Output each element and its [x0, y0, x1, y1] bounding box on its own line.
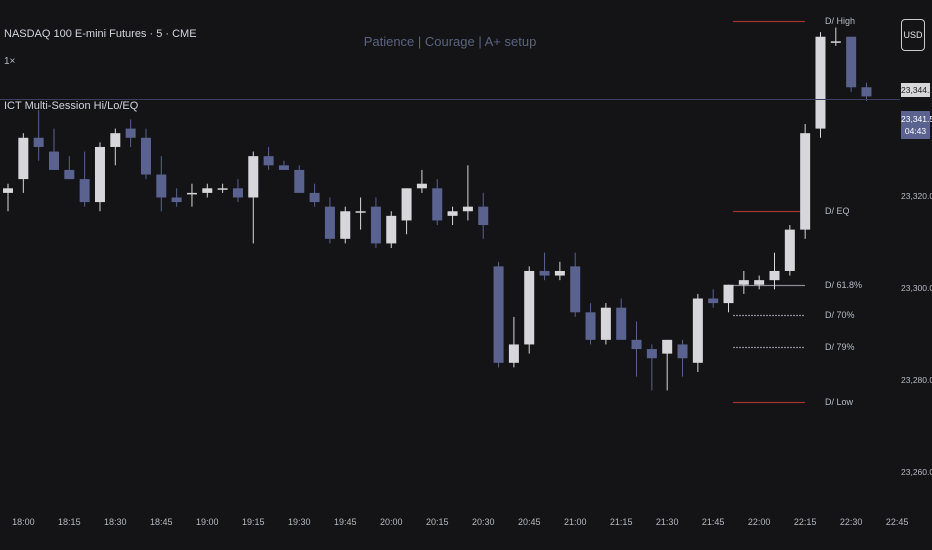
time-tick-label: 18:30 [104, 517, 127, 527]
bull-candle [830, 41, 841, 43]
time-tick-label: 19:30 [288, 517, 311, 527]
current-price-tag: 23,341.50 04:43 [901, 111, 932, 139]
bear-candle [33, 137, 44, 147]
time-tick-label: 21:45 [701, 517, 725, 527]
indicator-label[interactable]: ICT Multi-Session Hi/Lo/EQ [4, 100, 139, 112]
bear-candle [846, 36, 857, 88]
level-label: D/ 61.8% [825, 279, 863, 290]
current-price-value: 23,341.50 [901, 114, 932, 124]
bull-candle [202, 188, 213, 193]
bull-candle [18, 137, 29, 180]
bear-candle [79, 179, 90, 203]
bull-candle [110, 133, 121, 147]
time-tick-label: 18:45 [150, 517, 173, 527]
time-tick-label: 21:00 [563, 517, 587, 527]
watermark-text: Patience | Courage | A+ setup [363, 34, 537, 49]
bear-candle [631, 339, 642, 350]
chart-sub-label: 1× [4, 56, 16, 67]
bear-candle [64, 169, 75, 180]
time-tick-label: 20:30 [471, 517, 495, 527]
time-tick-label: 21:30 [655, 517, 679, 527]
bull-candle [600, 307, 611, 340]
bear-candle [48, 151, 59, 170]
bear-candle [570, 266, 581, 313]
bear-candle [646, 349, 657, 359]
price-tick-label: 23,280.00 [901, 375, 932, 386]
price-tick-label: 23,260.00 [901, 467, 932, 478]
bull-candle [355, 211, 366, 213]
level-label: D/ 70% [825, 309, 855, 320]
bear-candle [324, 206, 335, 239]
currency-button[interactable]: USD [901, 19, 925, 51]
bear-candle [156, 174, 167, 198]
time-tick-label: 18:00 [12, 517, 35, 527]
time-tick-label: 18:15 [58, 517, 81, 527]
bear-candle [294, 169, 305, 193]
bull-candle [754, 280, 765, 285]
candles [3, 27, 872, 391]
bull-candle [462, 206, 473, 212]
bull-candle [447, 211, 458, 216]
time-tick-label: 19:00 [196, 517, 219, 527]
time-tick-label: 22:30 [839, 517, 863, 527]
bear-candle [278, 165, 289, 170]
time-tick-label: 19:45 [333, 517, 357, 527]
price-tick-label: 23,300.00 [901, 283, 932, 294]
bull-candle [769, 270, 780, 281]
time-tick-label: 22:00 [747, 517, 771, 527]
bear-candle [309, 192, 320, 203]
bear-candle [585, 312, 596, 340]
bear-candle [171, 197, 182, 203]
bull-candle [692, 298, 703, 363]
bear-candle [616, 307, 627, 340]
bear-candle [478, 206, 489, 226]
level-label: D/ EQ [825, 205, 850, 216]
bar-countdown: 04:43 [904, 126, 927, 136]
bull-candle [554, 270, 565, 276]
bear-candle [370, 206, 381, 244]
bull-candle [508, 344, 519, 363]
bull-candle [3, 188, 13, 193]
time-tick-label: 22:15 [793, 517, 817, 527]
bull-candle [248, 156, 259, 198]
time-tick-label: 22:45 [885, 517, 909, 527]
bear-candle [263, 156, 274, 166]
bull-candle [401, 188, 412, 221]
bear-candle [125, 128, 136, 138]
bull-candle [416, 183, 427, 189]
bull-candle [217, 188, 228, 190]
price-tick-label: 23,320.00 [901, 191, 932, 202]
bear-candle [539, 270, 550, 276]
session-levels [733, 20, 805, 404]
bear-candle [677, 344, 688, 359]
bear-candle [708, 298, 719, 304]
bull-candle [723, 284, 734, 304]
time-tick-label: 21:15 [609, 517, 633, 527]
bull-candle [800, 133, 811, 230]
time-tick-label: 19:15 [242, 517, 265, 527]
bear-candle [861, 87, 872, 97]
time-tick-label: 20:15 [425, 517, 449, 527]
symbol-title[interactable]: NASDAQ 100 E-mini Futures · 5 · CME [4, 28, 197, 40]
bear-candle [232, 188, 243, 198]
bull-candle [94, 146, 105, 203]
last-high-price-tag: 23,344.25 [901, 83, 932, 97]
level-label: D/ 79% [825, 341, 855, 352]
bear-candle [432, 188, 443, 221]
bull-candle [340, 211, 351, 239]
bear-candle [140, 137, 151, 175]
bull-candle [662, 339, 673, 354]
bull-candle [815, 36, 826, 129]
bull-candle [524, 270, 535, 345]
bull-candle [784, 229, 795, 271]
level-label: D/ High [825, 15, 856, 26]
bull-candle [738, 280, 749, 285]
time-tick-label: 20:45 [517, 517, 541, 527]
time-tick-label: 20:00 [379, 517, 403, 527]
bull-candle [186, 192, 197, 195]
bear-candle [493, 266, 504, 363]
bull-candle [386, 215, 397, 244]
level-label: D/ Low [825, 396, 854, 407]
